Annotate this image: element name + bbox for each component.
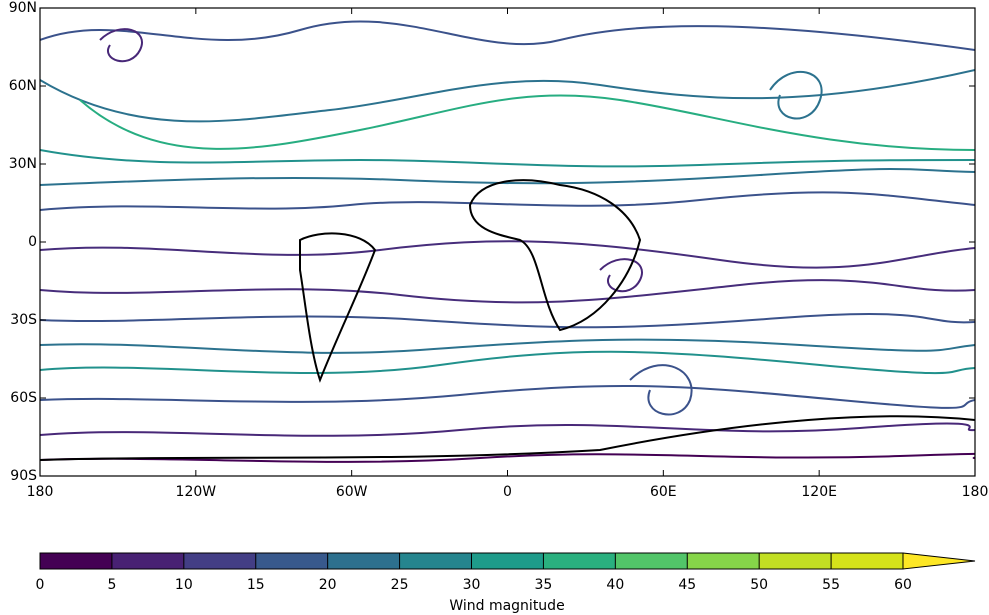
- colorbar-bin: [327, 553, 400, 569]
- x-tick-label: 60W: [336, 484, 368, 500]
- y-tick-label: 60N: [9, 78, 37, 94]
- colorbar-extension: [902, 552, 976, 570]
- colorbar-tick-label: 10: [175, 577, 193, 593]
- x-tick-label: 180: [27, 484, 54, 500]
- colorbar-tick-label: 60: [894, 577, 912, 593]
- colorbar-tick-label: 0: [36, 577, 45, 593]
- y-tick-label: 60S: [10, 390, 37, 406]
- y-tick-label: 90S: [10, 468, 37, 484]
- colorbar-bin: [183, 553, 256, 569]
- colorbar-bin: [831, 553, 903, 569]
- colorbar-bin: [399, 553, 472, 569]
- colorbar-tick-label: 15: [247, 577, 265, 593]
- colorbar-bin: [687, 553, 760, 569]
- x-tick-label: 120E: [801, 484, 837, 500]
- colorbar-bin: [40, 553, 112, 569]
- colorbar-label: Wind magnitude: [449, 598, 564, 614]
- colorbar-bin: [759, 553, 832, 569]
- colorbar-tick-label: 50: [750, 577, 768, 593]
- colorbar-bin: [255, 553, 328, 569]
- colorbar-bin: [471, 553, 544, 569]
- y-tick-label: 90N: [9, 0, 37, 16]
- y-tick-label: 0: [28, 234, 37, 250]
- x-tick-label: 60E: [650, 484, 677, 500]
- colorbar-tick-label: 40: [606, 577, 624, 593]
- colorbar-bin: [543, 553, 616, 569]
- colorbar-tick-label: 25: [391, 577, 409, 593]
- x-tick-label: 120W: [176, 484, 217, 500]
- colorbar-tick-label: 35: [535, 577, 553, 593]
- y-tick-label: 30S: [10, 312, 37, 328]
- colorbar-tick-label: 30: [463, 577, 481, 593]
- x-tick-label: 0: [503, 484, 512, 500]
- colorbar-tick-label: 45: [678, 577, 696, 593]
- y-tick-label: 30N: [9, 156, 37, 172]
- colorbar-tick-label: 55: [822, 577, 840, 593]
- colorbar-tick-label: 20: [319, 577, 337, 593]
- streamlines: [40, 20, 975, 463]
- colorbar-bin: [111, 553, 184, 569]
- colorbar-tick-label: 5: [107, 577, 116, 593]
- x-tick-label: 180: [962, 484, 989, 500]
- colorbar-bin: [615, 553, 688, 569]
